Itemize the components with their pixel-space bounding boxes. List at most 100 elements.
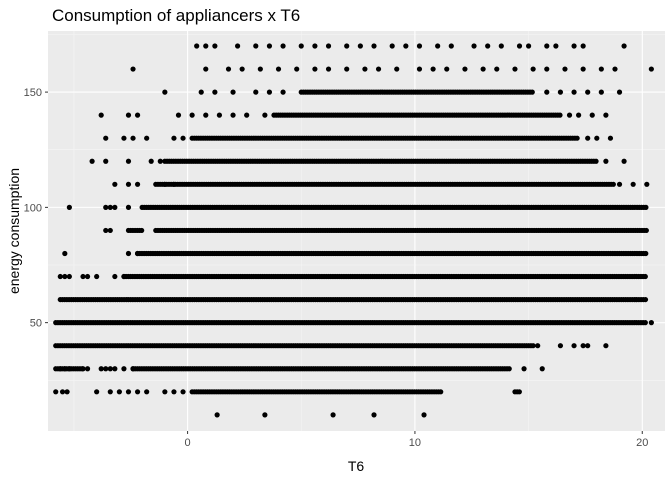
data-point bbox=[107, 389, 113, 395]
data-point bbox=[521, 366, 527, 372]
data-point bbox=[594, 135, 600, 141]
data-point bbox=[157, 158, 163, 164]
data-point bbox=[230, 112, 236, 118]
data-point bbox=[162, 89, 168, 95]
data-point bbox=[280, 43, 286, 49]
data-point bbox=[580, 343, 586, 349]
data-point bbox=[198, 89, 204, 95]
data-point bbox=[585, 135, 591, 141]
data-point bbox=[643, 204, 649, 210]
data-point bbox=[214, 412, 220, 418]
data-point bbox=[394, 66, 400, 72]
x-tick-label: 10 bbox=[409, 437, 421, 449]
data-point bbox=[139, 227, 145, 234]
data-point bbox=[494, 66, 500, 72]
data-point bbox=[553, 43, 559, 49]
data-point bbox=[330, 412, 336, 418]
chart-title: Consumption of appliancers x T6 bbox=[52, 6, 301, 25]
data-point bbox=[266, 89, 273, 95]
data-point bbox=[130, 66, 136, 72]
data-point bbox=[557, 343, 564, 349]
data-point bbox=[112, 181, 118, 187]
data-point bbox=[121, 366, 127, 372]
data-point bbox=[257, 66, 263, 72]
data-point bbox=[535, 343, 541, 349]
data-point bbox=[125, 250, 132, 257]
x-axis-label: T6 bbox=[348, 458, 365, 474]
data-point bbox=[125, 181, 132, 187]
data-point bbox=[585, 89, 591, 95]
data-point bbox=[171, 389, 177, 395]
data-point bbox=[371, 43, 377, 49]
data-point bbox=[112, 366, 118, 372]
data-point bbox=[557, 89, 564, 95]
data-point bbox=[416, 43, 423, 49]
data-point bbox=[225, 66, 232, 72]
data-point bbox=[103, 135, 109, 141]
data-point bbox=[603, 343, 609, 349]
data-point bbox=[298, 43, 304, 49]
data-point bbox=[180, 389, 186, 395]
data-point bbox=[112, 273, 118, 280]
data-point bbox=[516, 43, 523, 49]
data-point bbox=[189, 112, 195, 118]
data-point bbox=[171, 135, 177, 141]
data-point bbox=[203, 43, 209, 49]
data-point bbox=[84, 273, 91, 280]
data-point bbox=[630, 181, 636, 187]
data-point bbox=[134, 389, 141, 395]
data-point bbox=[571, 89, 577, 95]
data-point bbox=[603, 112, 609, 118]
data-point bbox=[544, 66, 550, 72]
data-point bbox=[107, 227, 113, 234]
data-point bbox=[642, 296, 649, 303]
data-point bbox=[371, 412, 377, 418]
data-point bbox=[103, 366, 109, 372]
data-point bbox=[57, 273, 63, 280]
data-point bbox=[262, 412, 268, 418]
data-point bbox=[312, 66, 318, 72]
data-point bbox=[59, 389, 66, 395]
data-point bbox=[571, 343, 577, 349]
data-point bbox=[325, 66, 332, 72]
data-point bbox=[526, 43, 532, 49]
data-point bbox=[462, 66, 468, 72]
y-tick-label: 150 bbox=[24, 87, 42, 99]
data-point bbox=[616, 181, 623, 187]
data-point bbox=[574, 135, 580, 141]
data-point bbox=[235, 43, 241, 49]
data-point bbox=[203, 112, 209, 118]
axis-ticks: 0 10 20 50 100 150 bbox=[24, 87, 649, 449]
data-point bbox=[389, 43, 395, 49]
data-point bbox=[516, 389, 522, 395]
data-point bbox=[603, 158, 609, 164]
data-point bbox=[144, 389, 150, 395]
data-point bbox=[539, 366, 545, 372]
data-point bbox=[648, 66, 654, 72]
data-point bbox=[471, 43, 477, 49]
data-point bbox=[566, 112, 573, 118]
data-point bbox=[64, 389, 70, 395]
data-point bbox=[134, 112, 141, 118]
data-point bbox=[94, 389, 100, 395]
data-point bbox=[362, 66, 368, 72]
data-point bbox=[175, 112, 182, 118]
data-point bbox=[144, 135, 150, 141]
data-point bbox=[148, 158, 154, 164]
data-point bbox=[180, 135, 186, 141]
data-point bbox=[89, 158, 95, 164]
data-point bbox=[642, 320, 648, 326]
y-axis-label: energy consumption bbox=[6, 168, 22, 294]
data-point bbox=[325, 43, 332, 49]
data-point bbox=[103, 204, 109, 210]
data-point bbox=[375, 66, 382, 72]
data-point bbox=[230, 89, 236, 95]
data-point bbox=[438, 389, 444, 395]
data-point bbox=[80, 273, 86, 280]
y-tick-label: 100 bbox=[24, 202, 42, 214]
y-tick-label: 50 bbox=[30, 318, 42, 330]
data-point bbox=[506, 366, 512, 372]
x-tick-label: 0 bbox=[185, 437, 191, 449]
data-point bbox=[580, 66, 586, 72]
data-point bbox=[421, 412, 427, 418]
